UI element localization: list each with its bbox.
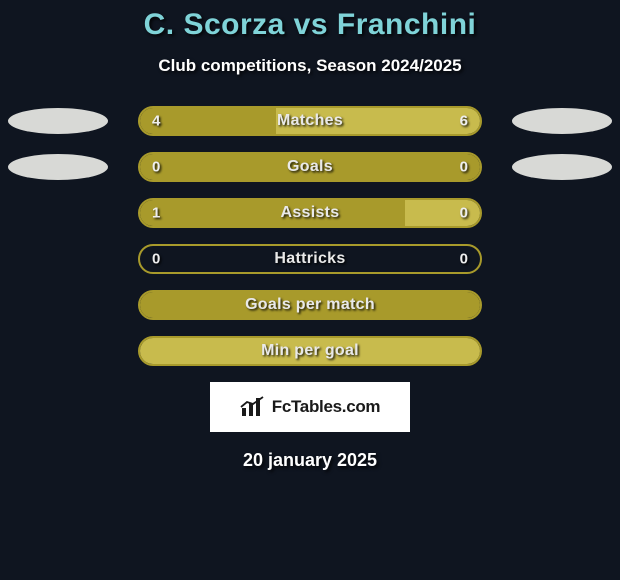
stat-row: Min per goal [0,336,620,366]
bar-fill-left [140,108,276,134]
stat-bar: 00Goals [138,152,482,182]
stat-value-right: 0 [460,251,468,268]
stat-row: 10Assists [0,198,620,228]
stat-row: 00Goals [0,152,620,182]
stat-bar: Min per goal [138,336,482,366]
bar-fill-right [276,108,480,134]
comparison-infographic: C. Scorza vs Franchini Club competitions… [0,0,620,471]
stat-bar: Goals per match [138,290,482,320]
stat-row: 0 0Hattricks [0,244,620,274]
stat-bar: 46Matches [138,106,482,136]
watermark-logo: FcTables.com [210,382,410,432]
stat-label: Hattricks [140,250,480,268]
page-title: C. Scorza vs Franchini [0,8,620,42]
bar-fill-left [140,292,480,318]
watermark-text: FcTables.com [272,397,381,417]
player-right-marker [512,154,612,180]
page-subtitle: Club competitions, Season 2024/2025 [0,56,620,76]
player-left-marker [8,154,108,180]
bar-fill-left [140,154,480,180]
snapshot-date: 20 january 2025 [0,450,620,471]
stat-value-left: 0 [152,251,160,268]
stat-bar: 10Assists [138,198,482,228]
player-left-marker [8,108,108,134]
player-right-marker [512,108,612,134]
bar-chart-icon [240,396,266,418]
stat-rows: 46Matches 00Goals 10Assists 0 0Hattricks Goal… [0,106,620,366]
stat-bar: 0 0Hattricks [138,244,482,274]
stat-row: 46Matches [0,106,620,136]
stat-row: Goals per match [0,290,620,320]
bar-fill-right [140,338,480,364]
bar-fill-left [140,200,405,226]
bar-fill-right [405,200,480,226]
